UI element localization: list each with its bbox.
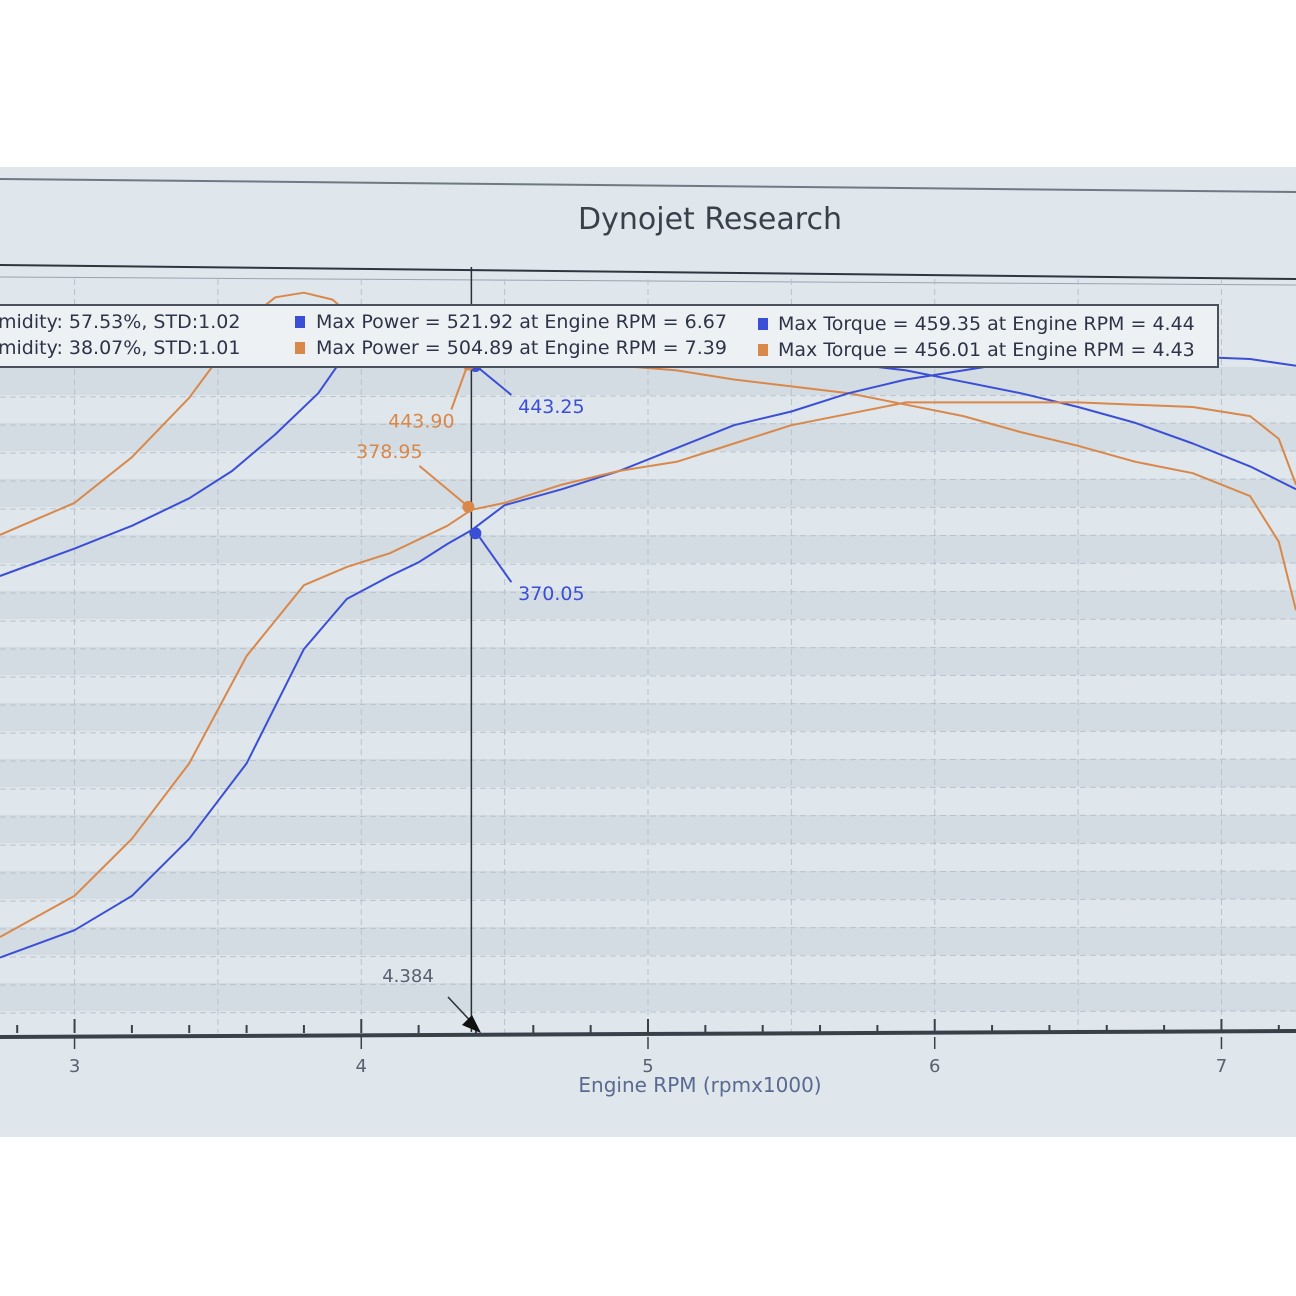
dyno-screen: Dynojet Research 443.25 443.90 370.05 378.9… [0, 167, 1296, 1137]
grid-line-h [0, 534, 1296, 538]
x-tick-label: 7 [1216, 1056, 1227, 1077]
legend: midity: 57.53%, STD:1.02 midity: 38.07%,… [0, 304, 1219, 368]
grid-line-h [0, 898, 1296, 902]
x-axis-label: Engine RPM (rpmx1000) [578, 1073, 821, 1097]
grid-line-h [0, 982, 1296, 986]
chart-title: Dynojet Research [578, 202, 842, 237]
plot-band [0, 703, 1296, 731]
grid-line-h [0, 926, 1296, 930]
x-axis-ticks: 3 4 5 6 7 [16, 1019, 1280, 1077]
grid-line-h [0, 646, 1296, 650]
legend-swatch-torque-1 [758, 318, 768, 330]
legend-box [0, 304, 1219, 368]
x-tick-label: 3 [69, 1056, 80, 1077]
grid-line-h [0, 870, 1296, 874]
cursor-readout-arrowhead [462, 1015, 481, 1033]
grid-line-h [0, 562, 1296, 566]
series-line-4 [0, 401, 1296, 938]
plot-band [0, 423, 1296, 451]
x-tick-label: 6 [929, 1056, 940, 1077]
grid-line-h [0, 618, 1296, 622]
plot-grid [0, 279, 1296, 1033]
annotation-pointer [476, 533, 513, 583]
plot-band [0, 983, 1296, 1011]
grid-line-h [0, 478, 1296, 482]
legend-row1-conditions: midity: 57.53%, STD:1.02 [0, 311, 240, 333]
annotation-label: 443.25 [518, 396, 584, 418]
grid-line-h [0, 786, 1296, 790]
grid-line-h [0, 842, 1296, 846]
grid-line-h [0, 394, 1296, 398]
annotation-pointer [418, 465, 469, 507]
grid-line-h [0, 730, 1296, 734]
annotation-pointer [450, 365, 469, 410]
legend-max-torque-2: Max Torque = 456.01 at Engine RPM = 4.43 [778, 339, 1195, 361]
plot-top-border [0, 264, 1296, 280]
x-tick-label: 5 [642, 1056, 653, 1077]
grid-line-h [0, 674, 1296, 678]
legend-max-power-2: Max Power = 504.89 at Engine RPM = 7.39 [316, 337, 727, 359]
grid-line-h [0, 1010, 1296, 1014]
legend-swatch-power-2 [295, 342, 305, 354]
grid-line-h [0, 814, 1296, 818]
grid-line-h [0, 590, 1296, 594]
grid-line-h [0, 954, 1296, 958]
legend-max-torque-1: Max Torque = 459.35 at Engine RPM = 4.44 [778, 313, 1195, 335]
grid-line-h [0, 758, 1296, 762]
legend-max-power-1: Max Power = 521.92 at Engine RPM = 6.67 [316, 311, 727, 333]
frame-top-line [0, 178, 1296, 193]
x-tick-label: 4 [356, 1056, 367, 1077]
legend-swatch-torque-2 [758, 344, 768, 356]
grid-line-h [0, 702, 1296, 706]
cursor-rpm-readout: 4.384 [382, 966, 434, 987]
legend-row2-conditions: midity: 38.07%, STD:1.01 [0, 337, 240, 359]
annotation-arrowhead [462, 500, 475, 513]
grid-line-h [0, 422, 1296, 426]
grid-line-h [0, 506, 1296, 510]
dyno-chart: Dynojet Research 443.25 443.90 370.05 378.9… [0, 178, 1296, 1097]
annotation-label: 370.05 [518, 583, 584, 605]
annotation-label: 378.95 [356, 441, 422, 463]
annotation-pointer [476, 366, 513, 396]
x-axis-line [0, 1029, 1296, 1039]
annotation-arrowhead [469, 527, 482, 540]
legend-swatch-power-1 [295, 316, 305, 328]
annotation-label: 443.90 [388, 410, 454, 432]
grid-line-h [0, 450, 1296, 454]
annotations: 443.25 443.90 370.05 378.95 [356, 358, 585, 605]
